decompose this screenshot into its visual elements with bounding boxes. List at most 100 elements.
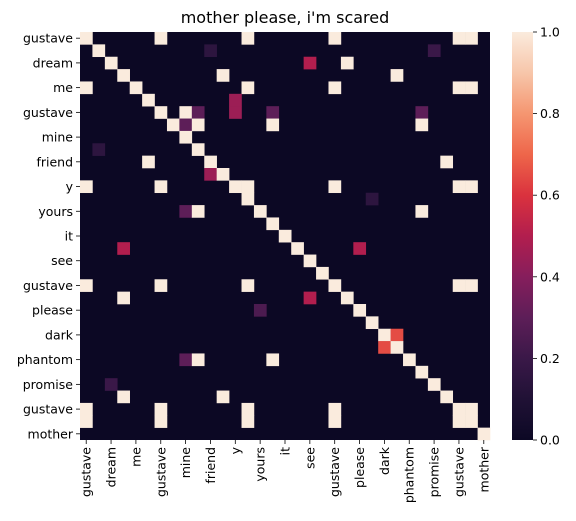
heatmap-cell (191, 106, 205, 119)
heatmap-cell (316, 266, 329, 280)
heatmap-cell (452, 415, 466, 428)
heatmap-cell (204, 44, 217, 58)
heatmap-cell (80, 415, 93, 428)
heatmap-cell (403, 353, 416, 367)
heatmap-cell (80, 32, 93, 45)
heatmap-cell (80, 402, 93, 416)
x-tick-label: gustave (451, 447, 466, 497)
heatmap-cell (465, 32, 478, 45)
x-tick-label: mother (476, 446, 491, 492)
heatmap-cell (415, 205, 429, 218)
y-tick-label: y (66, 179, 74, 194)
heatmap-cell (241, 415, 255, 428)
heatmap-cell (353, 304, 367, 317)
chart-title: mother please, i'm scared (181, 8, 390, 27)
y-tick-label: see (51, 253, 73, 268)
heatmap-cell (92, 44, 106, 58)
heatmap-cell (216, 69, 230, 82)
heatmap-cell (328, 402, 342, 416)
heatmap-cell (117, 390, 130, 404)
heatmap-cell (179, 118, 193, 132)
x-tick-labels: gustave dream me gustave mine friend y yours it s… (79, 440, 491, 503)
heatmap-cell (191, 118, 205, 132)
heatmap-cell (303, 291, 317, 305)
colorbar-tick-label: 0.8 (540, 106, 560, 121)
y-tick-label: dream (33, 55, 73, 70)
y-tick-label: mother (28, 426, 74, 441)
heatmap-cell (179, 130, 193, 144)
heatmap-cell (303, 254, 317, 268)
heatmap-cell (117, 242, 130, 255)
heatmap-cell (328, 180, 342, 194)
heatmap-cell (154, 32, 168, 45)
heatmap-cell (92, 143, 106, 156)
x-tick-label: dark (377, 446, 392, 475)
x-tick-label: phantom (402, 447, 417, 503)
x-tick-label: it (278, 447, 293, 455)
heatmap-cell (117, 69, 130, 82)
x-tick-label: y (228, 446, 243, 454)
heatmap-cell (229, 180, 242, 194)
heatmap-cell (191, 353, 205, 367)
heatmap-cell (328, 81, 342, 95)
y-tick-label: gustave (23, 105, 73, 120)
heatmap-cell (266, 217, 280, 231)
heatmap-cell (390, 69, 404, 82)
heatmap-cell (191, 143, 205, 156)
x-tick-label: please (352, 447, 367, 488)
heatmap-cell (229, 93, 242, 107)
heatmap-cell (353, 242, 367, 255)
heatmap-cell (241, 402, 255, 416)
heatmap-cell (117, 291, 130, 305)
heatmap-cell (241, 279, 255, 292)
heatmap-cell (179, 353, 193, 367)
heatmap-cell (452, 180, 466, 194)
heatmap-cell (241, 81, 255, 95)
heatmap-cell (154, 106, 168, 119)
colorbar-tick-label: 0.2 (540, 351, 560, 366)
x-tick-label: mine (178, 447, 193, 479)
heatmap-cell (266, 353, 280, 367)
y-tick-label: phantom (17, 352, 73, 367)
heatmap-cell (253, 304, 267, 317)
heatmap-cell (427, 44, 441, 58)
heatmap-cell (291, 242, 304, 255)
x-tick-label: gustave (153, 447, 168, 497)
y-tick-label: friend (36, 154, 73, 169)
heatmap-cell (129, 81, 143, 95)
heatmap-cell (166, 118, 180, 132)
x-tick-label: promise (427, 447, 442, 498)
heatmap-cell (440, 390, 454, 404)
y-tick-label: please (32, 303, 73, 318)
heatmap-cell (241, 192, 255, 206)
x-tick-label: gustave (327, 447, 342, 497)
heatmap-cell (229, 106, 242, 119)
colorbar-tick-label: 1.0 (540, 25, 560, 40)
heatmap-cell (216, 390, 230, 404)
heatmap-cell (154, 402, 168, 416)
y-tick-label: me (53, 80, 73, 95)
colorbar: 0.0 0.2 0.4 0.6 0.8 1.0 (512, 25, 560, 448)
heatmap-cell (390, 328, 404, 342)
heatmap-cell (415, 365, 429, 379)
heatmap-cell (154, 279, 168, 292)
heatmap-cell (477, 427, 491, 441)
heatmap-cell (390, 341, 404, 354)
x-tick-label: dream (104, 447, 119, 487)
heatmap-cell (278, 229, 292, 243)
colorbar-gradient (512, 32, 533, 440)
x-tick-label: gustave (79, 447, 94, 497)
heatmap-cell (465, 180, 478, 194)
heatmap-cell (328, 32, 342, 45)
heatmap-cell (378, 328, 391, 342)
heatmap-cell (465, 279, 478, 292)
heatmap-cell (440, 155, 454, 169)
heatmap-cell (452, 279, 466, 292)
heatmap-cell (452, 32, 466, 45)
heatmap-cell (80, 81, 93, 95)
heatmap-cell (179, 205, 193, 218)
heatmap-cell (452, 402, 466, 416)
x-tick-label: see (302, 447, 317, 469)
heatmap-cell (340, 291, 354, 305)
heatmap-cells (80, 32, 491, 441)
